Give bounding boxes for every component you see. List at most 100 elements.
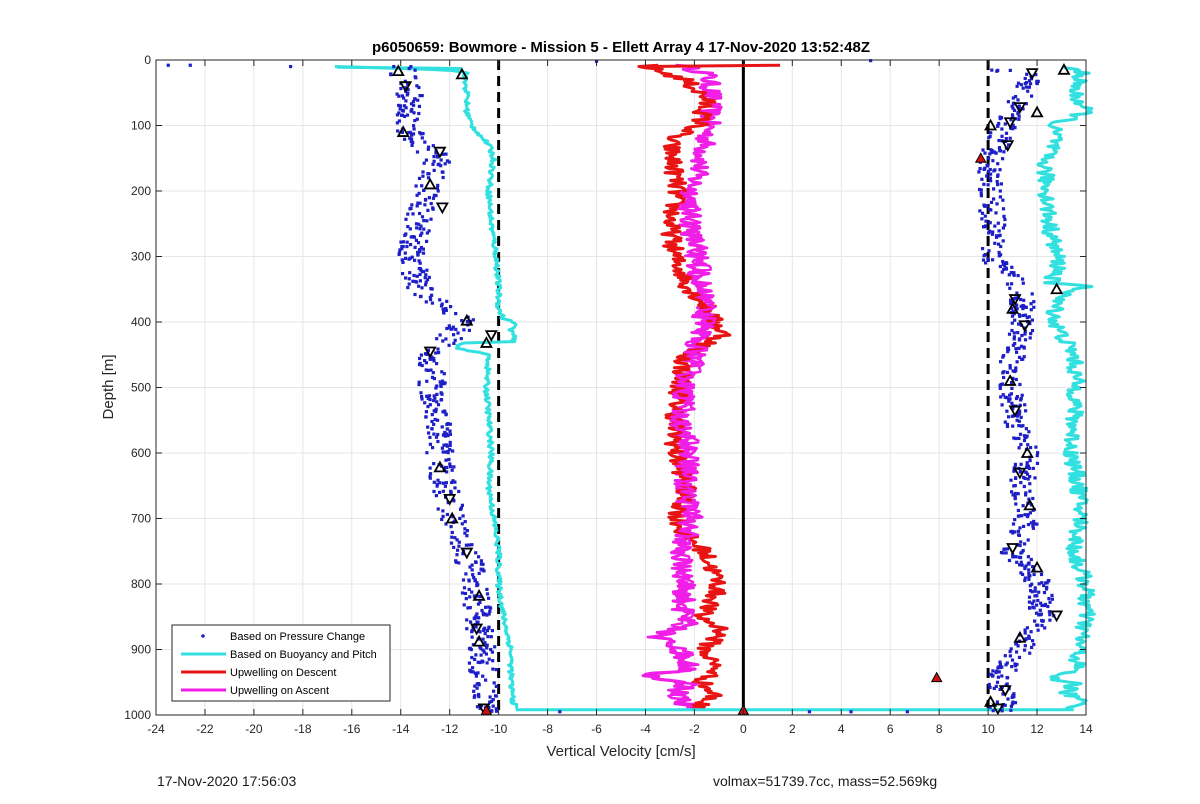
pressure-point [410, 107, 414, 112]
pressure-point [441, 489, 445, 493]
pressure-point [482, 650, 486, 654]
pressure-point [451, 479, 455, 483]
pressure-point [421, 174, 425, 178]
pressure-point [450, 480, 454, 485]
pressure-point [422, 161, 426, 165]
pressure-point [467, 578, 471, 582]
pressure-point [1021, 313, 1025, 318]
pressure-point [1015, 662, 1019, 667]
pressure-point [1005, 422, 1009, 426]
pressure-point [424, 283, 428, 287]
pressure-point [425, 379, 429, 383]
pressure-point [1047, 610, 1051, 614]
pressure-point [988, 207, 992, 212]
pressure-point [403, 137, 407, 141]
pressure-point [435, 384, 439, 388]
pressure-point [993, 224, 997, 228]
triangle-marker [984, 118, 998, 131]
pressure-point [475, 682, 479, 686]
pressure-point [1037, 582, 1041, 586]
triangle-marker [423, 346, 437, 359]
pressure-point [1002, 354, 1006, 358]
upwelling-ascent-line-overlay [646, 190, 717, 709]
pressure-point [1015, 650, 1019, 654]
pressure-point [469, 648, 473, 652]
pressure-point [423, 352, 428, 356]
triangle-marker [1013, 630, 1027, 643]
pressure-point [1027, 466, 1032, 470]
pressure-point [417, 259, 421, 263]
pressure-point [404, 276, 408, 280]
pressure-point [1002, 547, 1006, 551]
pressure-point [467, 587, 471, 591]
pressure-point [986, 164, 990, 168]
pressure-point [417, 266, 421, 271]
pressure-point [1007, 332, 1012, 336]
pressure-point [431, 371, 435, 375]
pressure-point [431, 196, 436, 200]
triangle-marker [984, 695, 998, 707]
y-tick-label: 600 [131, 446, 151, 460]
pressure-point [1013, 662, 1017, 666]
pressure-point [1011, 272, 1016, 276]
pressure-point [1042, 591, 1047, 595]
pressure-point [465, 319, 469, 323]
pressure-point [481, 648, 485, 652]
pressure-point [415, 226, 419, 230]
pressure-point [1017, 355, 1022, 359]
pressure-point [426, 278, 430, 282]
pressure-point [469, 620, 473, 624]
pressure-point [977, 170, 981, 174]
pressure-point [998, 662, 1002, 667]
pressure-point [1008, 649, 1012, 654]
pressure-point [484, 605, 488, 609]
pressure-point [1004, 663, 1008, 667]
pressure-point [423, 359, 427, 363]
pressure-point [1026, 513, 1030, 517]
pressure-point [1008, 366, 1012, 370]
pressure-point [471, 573, 475, 577]
pressure-point [485, 587, 489, 591]
pressure-point [1007, 558, 1012, 563]
pressure-point [1014, 296, 1018, 300]
triangle-marker [479, 336, 493, 348]
x-tick-label: -4 [640, 722, 651, 736]
pressure-point [1025, 461, 1029, 465]
pressure-point [453, 536, 457, 540]
pressure-point [1012, 108, 1017, 112]
pressure-point [1036, 451, 1040, 455]
pressure-point [436, 183, 440, 187]
pressure-point [441, 339, 445, 343]
pressure-point [429, 368, 433, 372]
pressure-point [992, 197, 996, 201]
legend-label-ascent: Upwelling on Ascent [230, 685, 329, 697]
pressure-point [413, 292, 417, 297]
pressure-point [487, 626, 491, 630]
pressure-point [423, 276, 427, 280]
pressure-point [1028, 651, 1032, 655]
pressure-point [438, 298, 442, 302]
pressure-point [1001, 207, 1006, 211]
pressure-point [1028, 574, 1032, 578]
pressure-point [475, 705, 480, 709]
pressure-point [1010, 401, 1014, 405]
pressure-point [489, 647, 493, 652]
triangle-marker [998, 685, 1012, 697]
pressure-point [473, 671, 477, 675]
pressure-point [444, 152, 448, 156]
pressure-point [1024, 493, 1028, 497]
pressure-point [442, 310, 446, 314]
pressure-point [1019, 415, 1023, 419]
x-tick-label: -20 [245, 722, 263, 736]
pressure-point [490, 699, 494, 703]
pressure-point [1016, 514, 1020, 518]
pressure-point [467, 647, 472, 651]
pressure-point [425, 219, 429, 223]
pressure-point [1014, 476, 1018, 480]
pressure-point [423, 140, 427, 144]
pressure-point [416, 241, 421, 245]
pressure-point [441, 152, 445, 156]
pressure-point [443, 450, 447, 454]
pressure-point [479, 653, 483, 657]
